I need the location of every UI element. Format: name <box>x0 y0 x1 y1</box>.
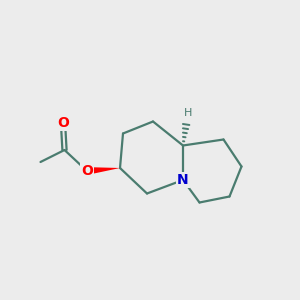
Text: N: N <box>177 173 189 187</box>
Polygon shape <box>87 167 120 175</box>
Text: H: H <box>184 107 193 118</box>
Text: O: O <box>81 164 93 178</box>
Text: O: O <box>57 116 69 130</box>
